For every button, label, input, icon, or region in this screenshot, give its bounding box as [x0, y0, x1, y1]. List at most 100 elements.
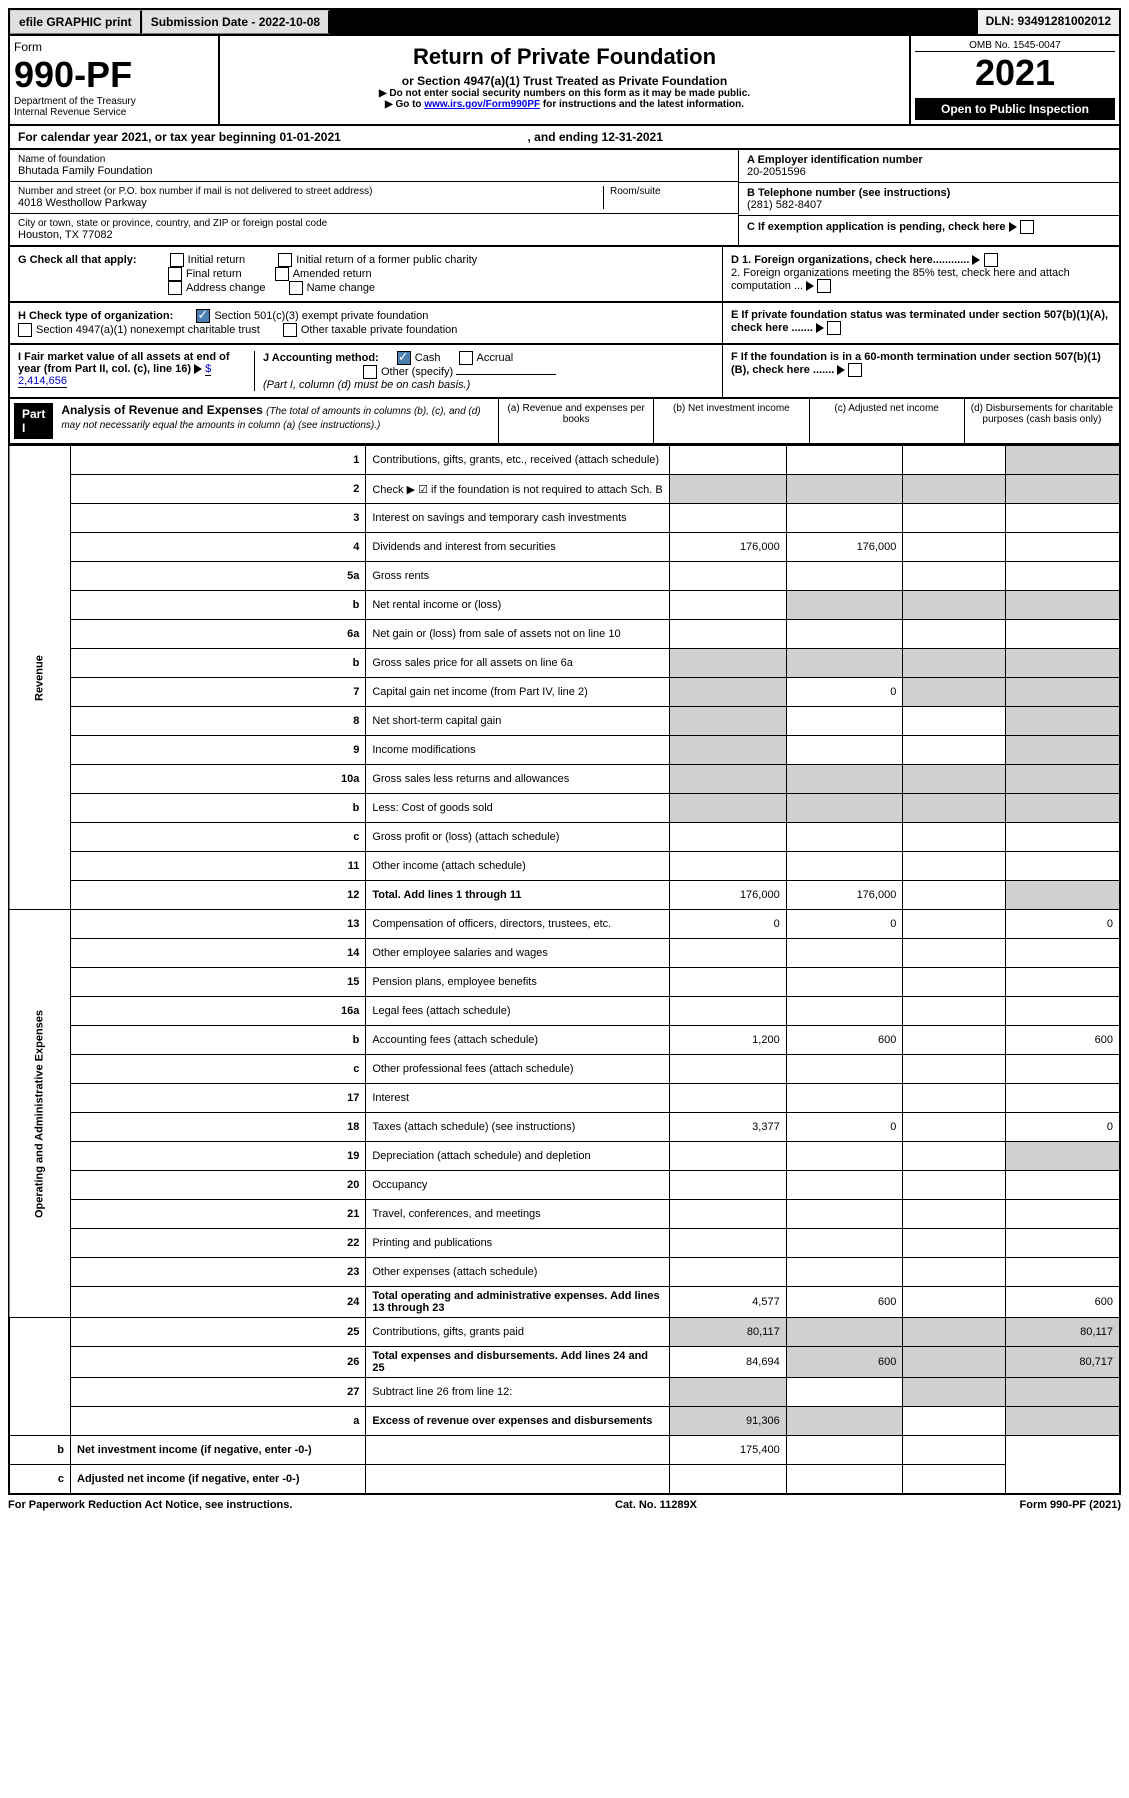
cell-c	[903, 852, 1005, 881]
cell-a	[670, 678, 787, 707]
cell-a	[670, 1055, 787, 1084]
table-row: 21Travel, conferences, and meetings	[9, 1200, 1120, 1229]
cell-c	[903, 1407, 1005, 1436]
table-row: cOther professional fees (attach schedul…	[9, 1055, 1120, 1084]
entity-info: Name of foundation Bhutada Family Founda…	[8, 150, 1121, 247]
cash-checkbox[interactable]	[397, 351, 411, 365]
row-number: 21	[71, 1200, 366, 1229]
cell-b	[786, 852, 903, 881]
row-number: b	[71, 1026, 366, 1055]
cell-c	[903, 1026, 1005, 1055]
501c3-checkbox[interactable]	[196, 309, 210, 323]
cell-b	[786, 1084, 903, 1113]
efile-print-button[interactable]: efile GRAPHIC print	[10, 10, 142, 34]
table-row: 4Dividends and interest from securities1…	[9, 533, 1120, 562]
col-b-header: (b) Net investment income	[653, 399, 808, 443]
cell-c	[903, 504, 1005, 533]
cell-c	[903, 620, 1005, 649]
telephone: (281) 582-8407	[747, 199, 1111, 211]
row-label: Occupancy	[366, 1171, 670, 1200]
cell-b	[786, 1229, 903, 1258]
cell-a: 176,000	[670, 881, 787, 910]
row-label: Interest	[366, 1084, 670, 1113]
revenue-section-label: Revenue	[9, 446, 71, 910]
ein-label: A Employer identification number	[747, 154, 1111, 166]
row-number: 7	[71, 678, 366, 707]
cell-b	[786, 446, 903, 475]
other-taxable-checkbox[interactable]	[283, 323, 297, 337]
row-number: 8	[71, 707, 366, 736]
cell-a	[670, 1258, 787, 1287]
cell-b: 176,000	[786, 881, 903, 910]
cell-a	[670, 707, 787, 736]
cell-a	[670, 1142, 787, 1171]
cell-b: 175,400	[670, 1436, 787, 1465]
row-label: Net investment income (if negative, ente…	[71, 1436, 366, 1465]
table-row: bAccounting fees (attach schedule)1,2006…	[9, 1026, 1120, 1055]
row-label: Net rental income or (loss)	[366, 591, 670, 620]
amended-return-checkbox[interactable]	[275, 267, 289, 281]
accrual-checkbox[interactable]	[459, 351, 473, 365]
exemption-pending-checkbox[interactable]	[1020, 220, 1034, 234]
cell-c	[786, 1436, 903, 1465]
row-label: Interest on savings and temporary cash i…	[366, 504, 670, 533]
instructions-link[interactable]: www.irs.gov/Form990PF	[424, 99, 540, 110]
irs-label: Internal Revenue Service	[14, 107, 214, 118]
row-number: c	[71, 823, 366, 852]
table-row: 27Subtract line 26 from line 12:	[9, 1378, 1120, 1407]
cell-c	[903, 678, 1005, 707]
cell-a	[670, 765, 787, 794]
name-change-checkbox[interactable]	[289, 281, 303, 295]
paperwork-notice: For Paperwork Reduction Act Notice, see …	[8, 1499, 292, 1511]
other-method-checkbox[interactable]	[363, 365, 377, 379]
cell-b	[786, 562, 903, 591]
row-label: Total. Add lines 1 through 11	[366, 881, 670, 910]
cell-b	[670, 1465, 787, 1495]
initial-former-checkbox[interactable]	[278, 253, 292, 267]
row-number: 1	[71, 446, 366, 475]
foreign-org-checkbox[interactable]	[984, 253, 998, 267]
d1-label: D 1. Foreign organizations, check here..…	[731, 254, 969, 266]
table-row: 5aGross rents	[9, 562, 1120, 591]
cell-d	[1005, 823, 1120, 852]
table-row: 19Depreciation (attach schedule) and dep…	[9, 1142, 1120, 1171]
cell-a	[670, 852, 787, 881]
table-row: 3Interest on savings and temporary cash …	[9, 504, 1120, 533]
row-label: Gross rents	[366, 562, 670, 591]
table-row: 15Pension plans, employee benefits	[9, 968, 1120, 997]
table-row: Revenue1Contributions, gifts, grants, et…	[9, 446, 1120, 475]
initial-return-checkbox[interactable]	[170, 253, 184, 267]
cell-d	[1005, 707, 1120, 736]
cell-c	[903, 736, 1005, 765]
cell-d: 600	[1005, 1287, 1120, 1318]
cell-c	[903, 881, 1005, 910]
final-return-checkbox[interactable]	[168, 267, 182, 281]
table-row: 12Total. Add lines 1 through 11176,00017…	[9, 881, 1120, 910]
tel-label: B Telephone number (see instructions)	[747, 187, 1111, 199]
cell-d: 80,117	[1005, 1318, 1120, 1347]
4947-checkbox[interactable]	[18, 323, 32, 337]
row-number: b	[9, 1436, 71, 1465]
row-label: Gross sales price for all assets on line…	[366, 649, 670, 678]
form-number: 990-PF	[14, 54, 214, 96]
status-terminated-checkbox[interactable]	[827, 321, 841, 335]
row-number: b	[71, 794, 366, 823]
cell-c	[903, 1200, 1005, 1229]
foreign-85-checkbox[interactable]	[817, 279, 831, 293]
address-change-checkbox[interactable]	[168, 281, 182, 295]
section-h-e: H Check type of organization: Section 50…	[8, 303, 1121, 345]
row-label: Income modifications	[366, 736, 670, 765]
row-label: Pension plans, employee benefits	[366, 968, 670, 997]
part-i-header: Part I Analysis of Revenue and Expenses …	[8, 399, 1121, 445]
row-number: 18	[71, 1113, 366, 1142]
ein: 20-2051596	[747, 166, 1111, 178]
cell-a: 1,200	[670, 1026, 787, 1055]
cell-b	[786, 707, 903, 736]
60-month-checkbox[interactable]	[848, 363, 862, 377]
cell-b	[786, 794, 903, 823]
row-label: Printing and publications	[366, 1229, 670, 1258]
cell-c	[903, 939, 1005, 968]
arrow-icon	[194, 364, 202, 374]
cell-d	[1005, 997, 1120, 1026]
row-label: Other professional fees (attach schedule…	[366, 1055, 670, 1084]
